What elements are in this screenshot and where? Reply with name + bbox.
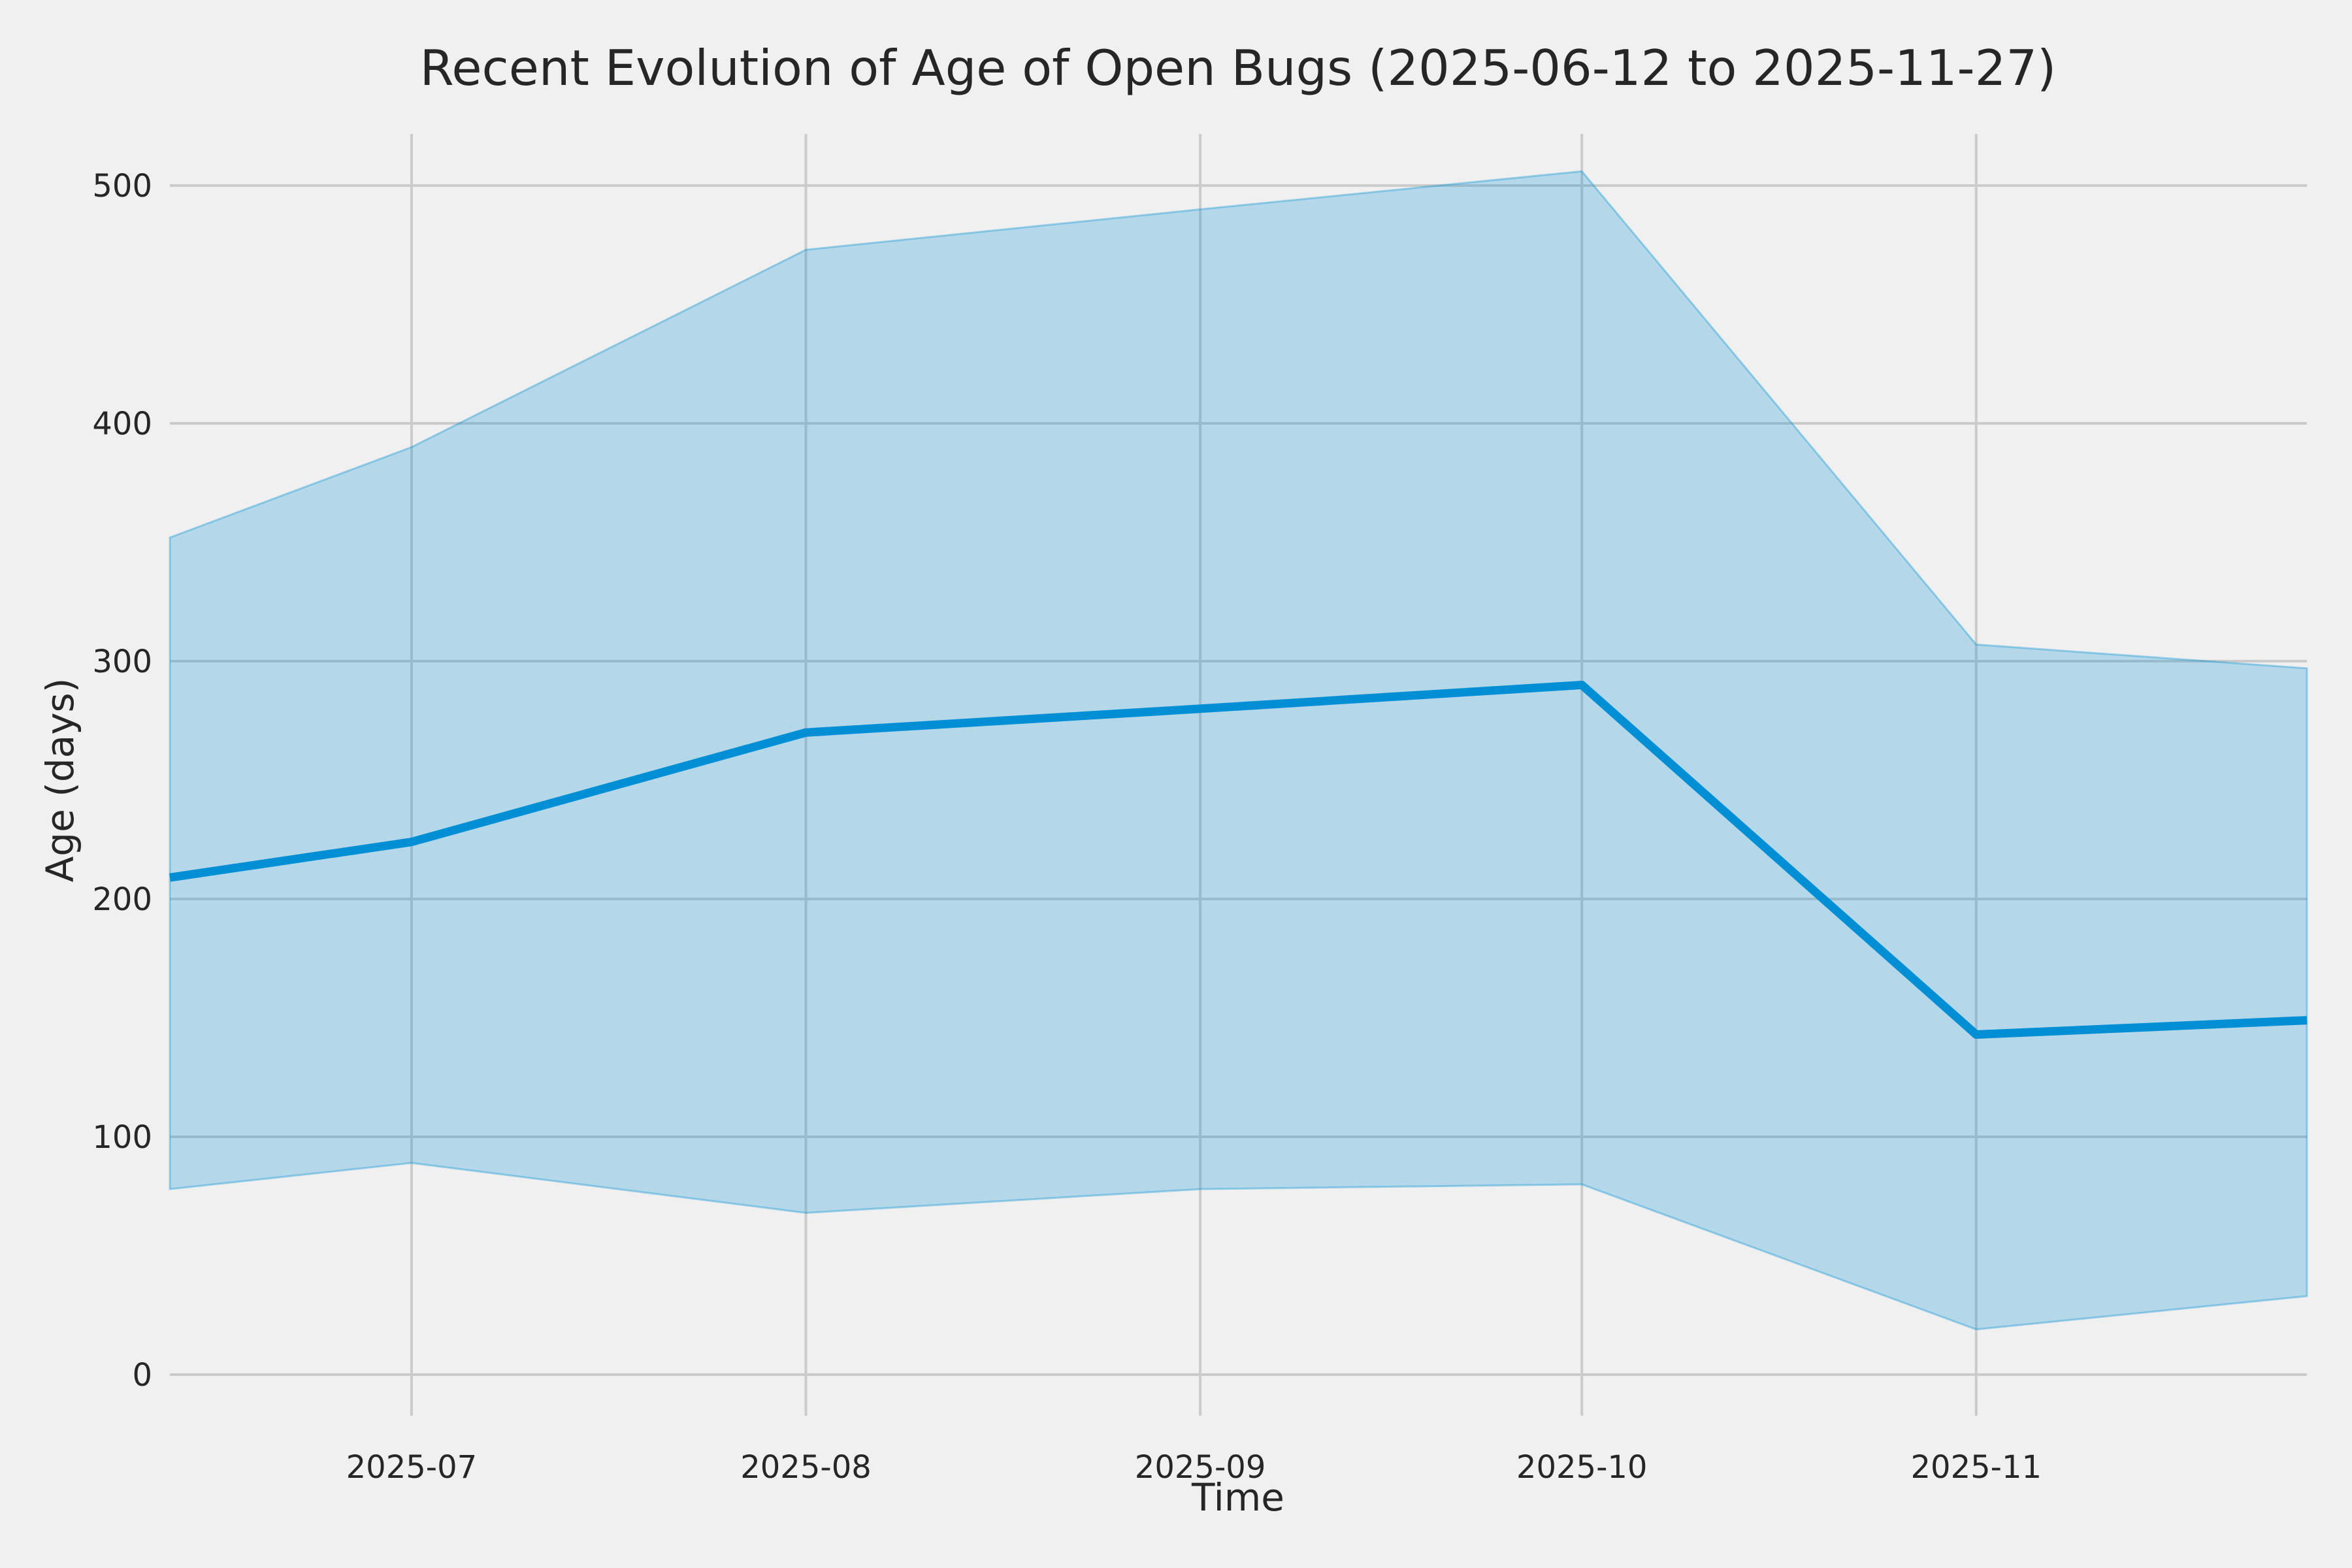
x-axis-label: Time [1191, 1475, 1284, 1520]
x-tick-label: 2025-08 [740, 1449, 872, 1486]
y-tick-label: 400 [92, 406, 152, 442]
y-tick-label: 300 [92, 644, 152, 680]
y-tick-label: 100 [92, 1119, 152, 1156]
median-line [169, 680, 2308, 1039]
confidence-band [169, 170, 2308, 1331]
y-axis-label: Age (days) [38, 678, 82, 883]
data-layer [169, 170, 2308, 1331]
x-tick-label: 2025-11 [1910, 1449, 2042, 1486]
y-tick-label: 500 [92, 168, 152, 204]
x-tick-label: 2025-07 [346, 1449, 478, 1486]
x-tick-label: 2025-10 [1516, 1449, 1648, 1486]
y-tick-label: 0 [132, 1357, 152, 1394]
tick-layer: 0 100 200 300 400 500 2025-07 2025-08 2025-09 202… [92, 168, 2042, 1486]
x-tick-label: 2025-09 [1135, 1449, 1266, 1486]
grid-layer [170, 134, 2307, 1416]
y-tick-label: 200 [92, 881, 152, 918]
chart-title: Recent Evolution of Age of Open Bugs (20… [420, 39, 2057, 97]
